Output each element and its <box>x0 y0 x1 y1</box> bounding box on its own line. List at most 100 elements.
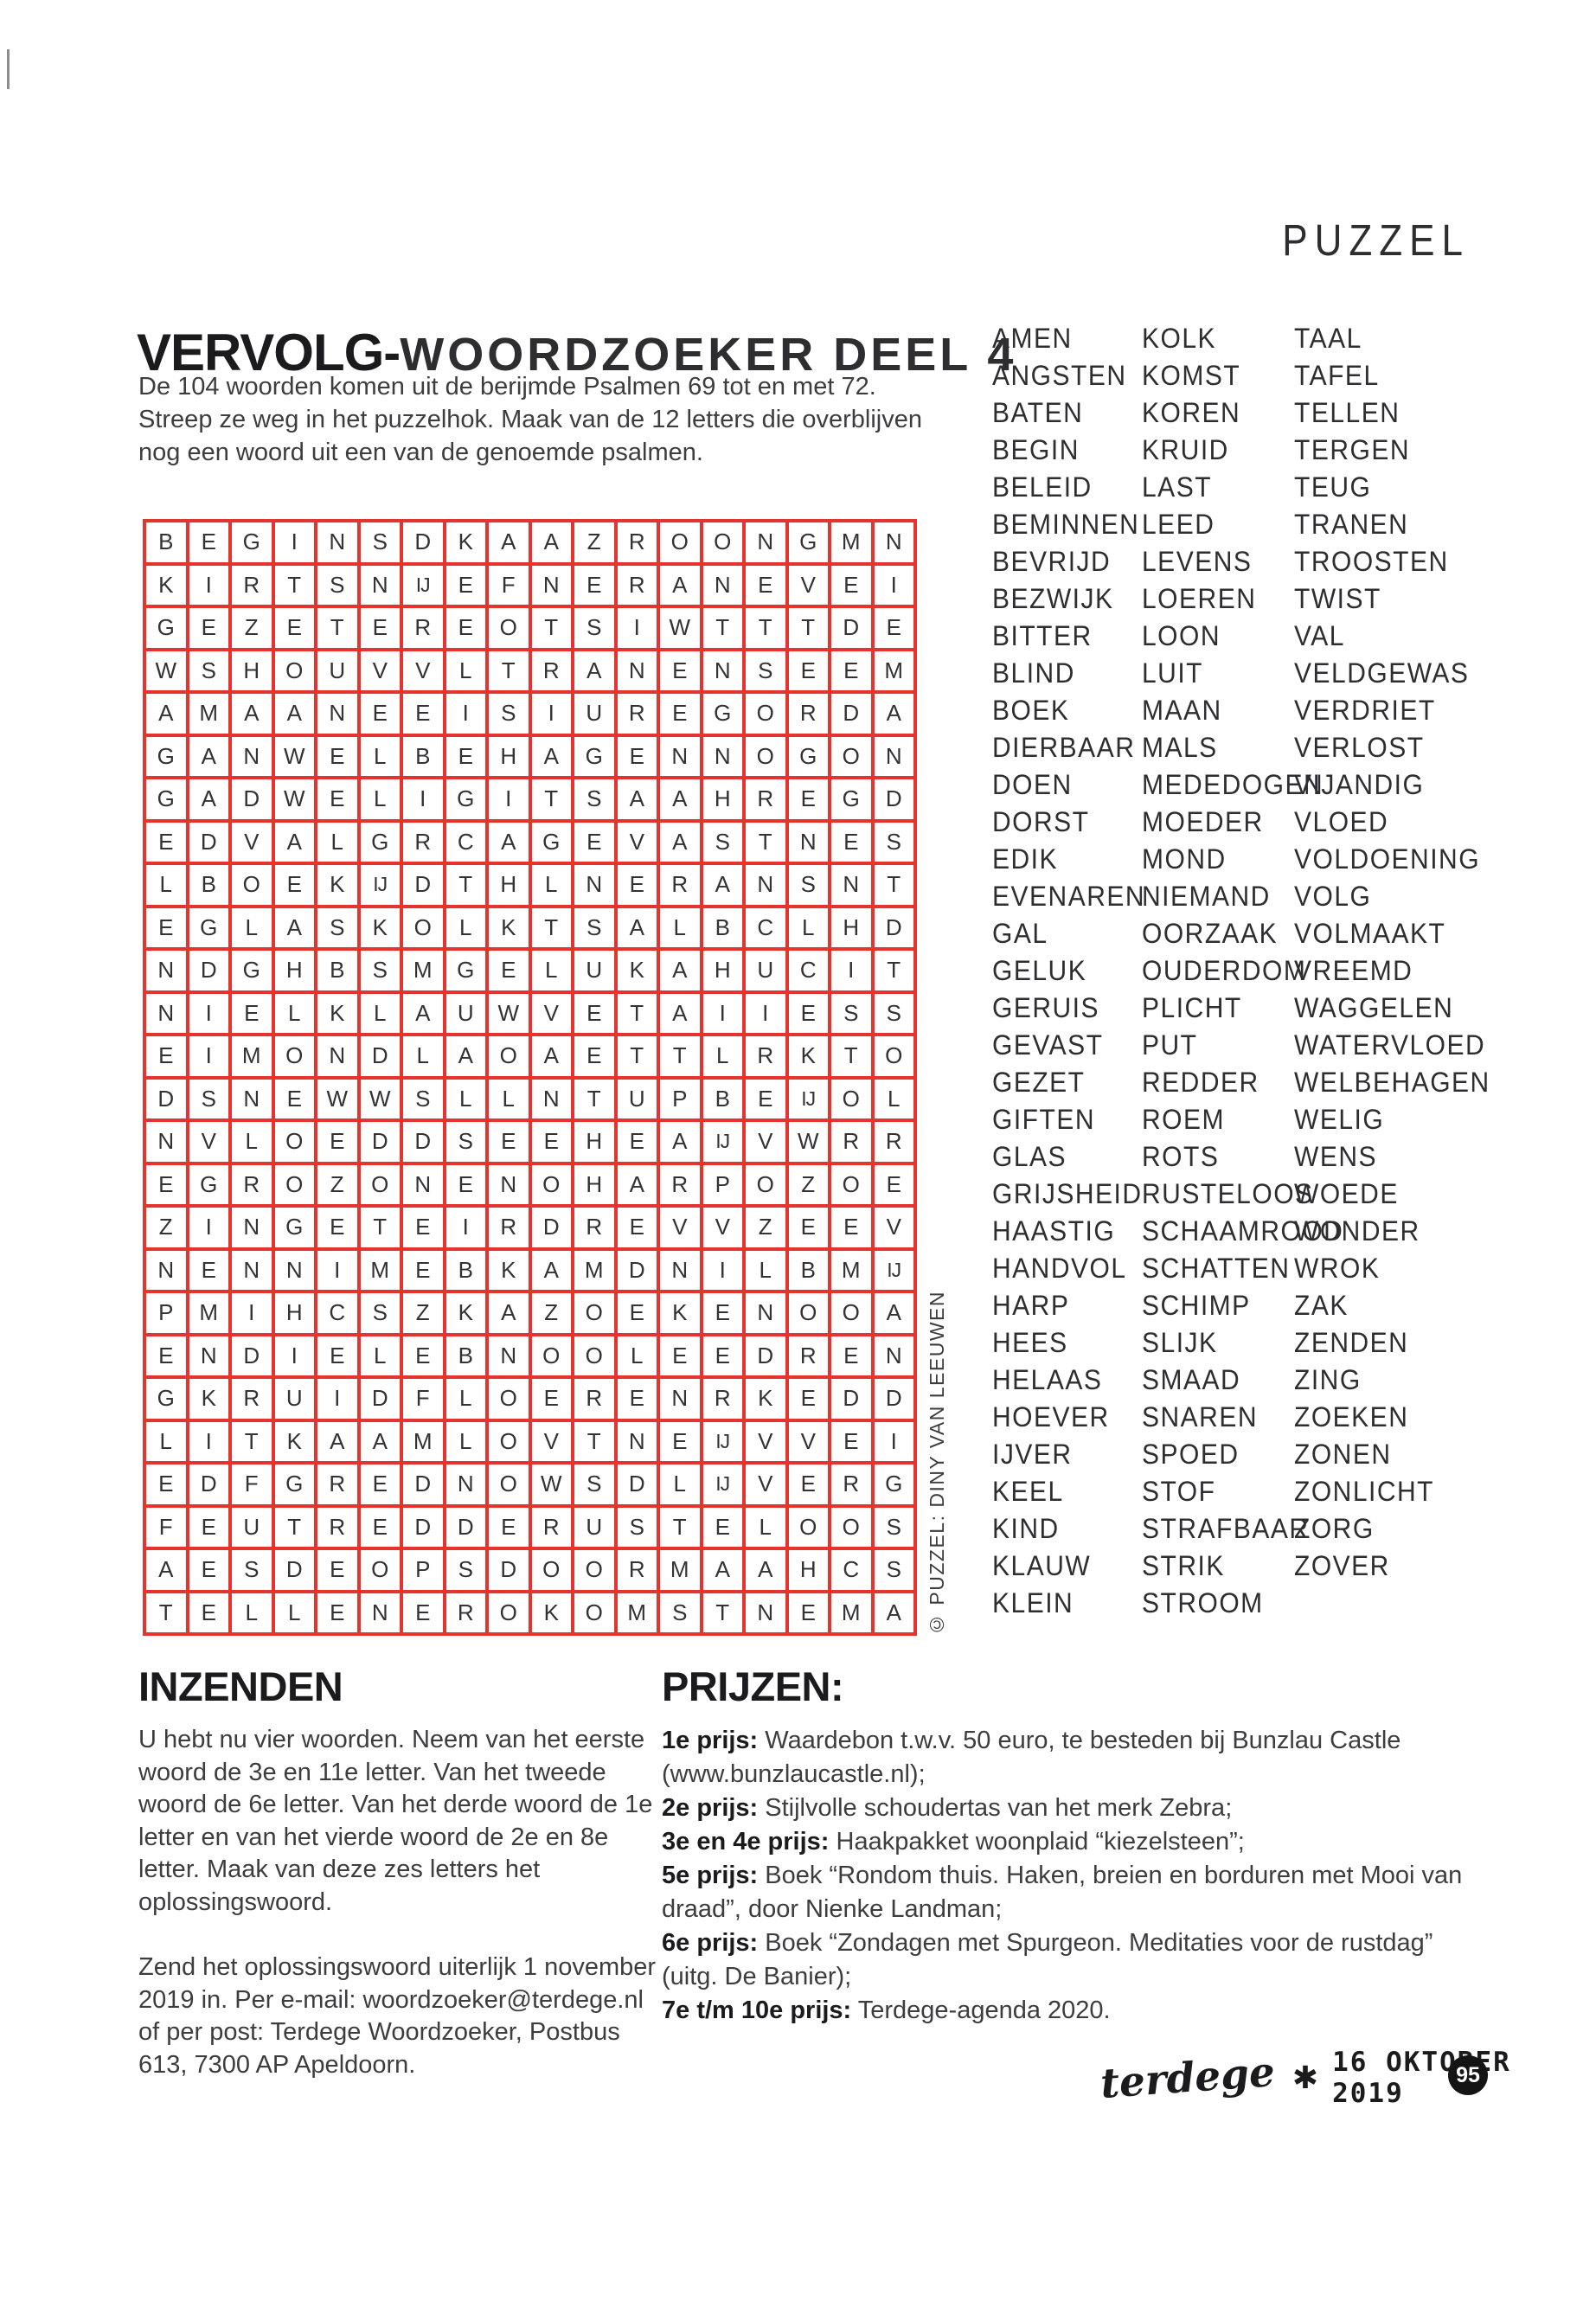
grid-cell: K <box>531 1593 571 1632</box>
page-number: 95 <box>1456 2062 1480 2087</box>
grid-cell: E <box>831 565 871 605</box>
word-list-item: LAST <box>1142 472 1213 503</box>
grid-cell: O <box>831 1164 871 1204</box>
grid-cell: T <box>874 951 913 990</box>
grid-cell: E <box>317 779 357 819</box>
grid-cell: G <box>445 779 485 819</box>
word-list-item: DIERBAAR <box>992 733 1136 764</box>
grid-cell: L <box>531 865 571 905</box>
word-list-item: TELLEN <box>1294 398 1401 429</box>
grid-cell: D <box>746 1336 785 1375</box>
grid-cell: U <box>746 951 785 990</box>
grid-cell: V <box>360 651 400 690</box>
word-list-item: MOEDER <box>1142 807 1264 838</box>
grid-cell: K <box>146 565 186 605</box>
grid-cell: E <box>317 1593 357 1632</box>
prijzen-section: PRIJZEN: 1e prijs: Waardebon t.w.v. 50 e… <box>662 1663 1479 2028</box>
grid-cell: L <box>874 1079 913 1118</box>
grid-cell: R <box>317 1507 357 1547</box>
grid-cell: K <box>445 1293 485 1333</box>
grid-cell: N <box>874 522 913 562</box>
grid-cell: S <box>445 1122 485 1162</box>
grid-cell: R <box>574 1379 614 1419</box>
word-list-item: MALS <box>1142 733 1218 764</box>
grid-cell: L <box>403 1036 443 1076</box>
grid-cell: A <box>702 1550 742 1590</box>
grid-cell: O <box>489 1593 529 1632</box>
page-number-badge: 95 <box>1448 2055 1488 2095</box>
word-list-item: BEZWIJK <box>992 584 1114 615</box>
word-list-item: BEGIN <box>992 435 1080 466</box>
word-list-item: ZORG <box>1294 1514 1375 1545</box>
grid-cell: N <box>317 1036 357 1076</box>
grid-cell: W <box>274 779 314 819</box>
terdege-logo: terdege <box>1099 2048 1277 2108</box>
grid-cell: R <box>746 779 785 819</box>
grid-cell: R <box>746 1036 785 1076</box>
grid-cell: O <box>874 1036 913 1076</box>
grid-cell: N <box>660 1379 700 1419</box>
grid-cell: E <box>146 1164 186 1204</box>
grid-cell: O <box>702 522 742 562</box>
grid-cell: H <box>702 779 742 819</box>
word-list-column: AMEN ANGSTEN BATEN BEGIN BELEID BEMINNEN BEVRI… <box>992 324 1144 1625</box>
grid-cell: K <box>274 1421 314 1461</box>
grid-cell: O <box>831 1079 871 1118</box>
word-list-item: ZONLICHT <box>1294 1477 1434 1508</box>
grid-cell: P <box>702 1164 742 1204</box>
grid-cell: E <box>574 565 614 605</box>
word-list-item: TEUG <box>1294 472 1372 503</box>
word-list: AMEN ANGSTEN BATEN BEGIN BELEID BEMINNEN BEVRI… <box>992 324 1489 1625</box>
grid-cell: T <box>746 822 785 862</box>
grid-cell: E <box>274 1079 314 1118</box>
grid-cell: E <box>360 1507 400 1547</box>
grid-cell: S <box>232 1550 272 1590</box>
word-list-item: STROOM <box>1142 1588 1264 1619</box>
grid-cell: A <box>874 694 913 734</box>
grid-cell: N <box>445 1465 485 1504</box>
grid-cell: U <box>274 1379 314 1419</box>
grid-cell: A <box>489 1293 529 1333</box>
word-list-item: WONDER <box>1294 1216 1420 1247</box>
word-list-item: TAFEL <box>1294 361 1380 392</box>
grid-cell: N <box>531 1079 571 1118</box>
word-list-item: KIND <box>992 1514 1060 1545</box>
grid-cell: T <box>660 1036 700 1076</box>
grid-cell: A <box>274 694 314 734</box>
grid-cell: E <box>189 1550 228 1590</box>
grid-cell: E <box>146 822 186 862</box>
grid-cell: L <box>445 651 485 690</box>
grid-cell: Z <box>574 522 614 562</box>
word-list-item: VLOED <box>1294 807 1389 838</box>
word-list-item: TAAL <box>1294 324 1362 355</box>
grid-cell: IJ <box>788 1079 828 1118</box>
grid-cell: E <box>702 1336 742 1375</box>
grid-cell: H <box>574 1122 614 1162</box>
grid-cell: N <box>189 1336 228 1375</box>
grid-cell: H <box>702 951 742 990</box>
word-list-column: KOLK KOMST KOREN KRUID LAST LEED LEVENS LOEREN L… <box>1142 324 1343 1625</box>
grid-cell: O <box>831 1507 871 1547</box>
grid-cell: K <box>189 1379 228 1419</box>
grid-cell: E <box>403 1336 443 1375</box>
title-bold-part: VERVOLG- <box>137 324 401 382</box>
grid-cell: K <box>489 1250 529 1290</box>
grid-cell: T <box>746 608 785 648</box>
grid-cell: I <box>232 1293 272 1333</box>
grid-cell: H <box>274 951 314 990</box>
grid-cell: T <box>317 608 357 648</box>
grid-cell: D <box>189 1465 228 1504</box>
word-list-item: STOF <box>1142 1477 1216 1508</box>
grid-cell: S <box>574 608 614 648</box>
grid-cell: O <box>574 1293 614 1333</box>
grid-cell: M <box>660 1550 700 1590</box>
grid-cell: G <box>702 694 742 734</box>
grid-cell: A <box>146 1550 186 1590</box>
grid-cell: W <box>531 1465 571 1504</box>
word-list-item: BLIND <box>992 658 1075 689</box>
grid-cell: L <box>317 822 357 862</box>
grid-cell: A <box>189 736 228 776</box>
grid-cell: I <box>317 1379 357 1419</box>
grid-cell: Z <box>531 1293 571 1333</box>
grid-cell: I <box>445 694 485 734</box>
